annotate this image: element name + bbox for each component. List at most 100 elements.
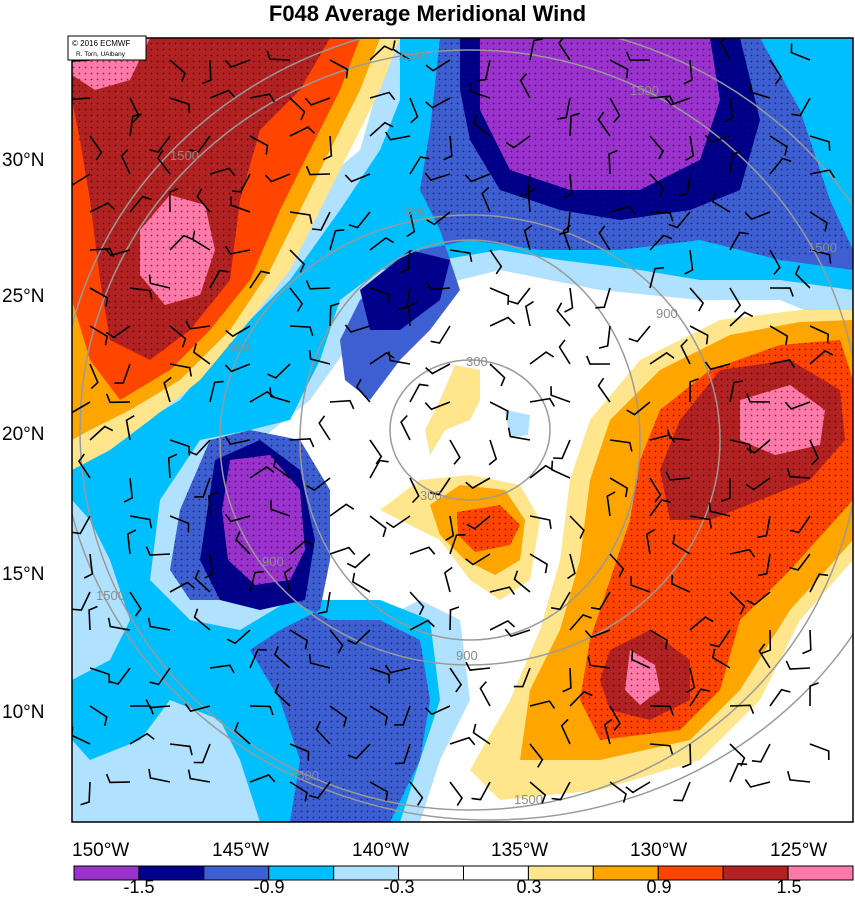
wind-barb <box>758 643 771 669</box>
wind-barb <box>289 126 316 137</box>
wind-barb <box>745 477 771 491</box>
wind-barb <box>729 151 742 175</box>
wind-barb <box>449 249 473 263</box>
wind-barb <box>209 89 236 99</box>
wind-barb <box>757 515 771 539</box>
wind-barb <box>729 380 744 403</box>
wind-barb <box>751 743 771 763</box>
wind-barb <box>194 477 211 498</box>
wind-barb <box>129 591 142 617</box>
wind-barb <box>430 325 451 344</box>
stipple-southwest <box>170 430 430 822</box>
wind-barb <box>769 157 792 175</box>
wind-barb <box>809 349 834 365</box>
wind-barb <box>744 211 771 221</box>
wind-barb <box>809 249 832 264</box>
contour-label: 300 <box>466 354 488 369</box>
wind-barb <box>678 173 691 197</box>
contour-label: 900 <box>228 340 250 355</box>
wind-barb <box>569 112 580 137</box>
wind-barb <box>558 211 571 235</box>
wind-barb <box>529 781 547 804</box>
map-title: F048 Average Meridional Wind <box>268 1 587 26</box>
wind-barb <box>609 59 629 79</box>
wind-barb <box>529 743 544 768</box>
wind-barb <box>529 553 548 574</box>
wind-barb <box>145 546 171 556</box>
wind-barb <box>626 401 651 416</box>
wind-barb <box>351 572 371 593</box>
wind-barb <box>409 619 435 631</box>
wind-barb <box>709 629 731 648</box>
lon-label: 130°W <box>630 840 687 861</box>
wind-barb <box>802 629 812 655</box>
wind-barb <box>507 427 531 441</box>
field-yellow-center-n <box>425 365 480 455</box>
lon-label: 135°W <box>491 840 548 861</box>
contour-label: 300 <box>420 488 442 503</box>
wind-barb <box>425 280 451 291</box>
wind-barb <box>513 570 531 593</box>
wind-barb <box>557 97 571 120</box>
lon-label: 150°W <box>72 840 129 861</box>
wind-barb <box>385 515 411 529</box>
wind-barb <box>508 287 531 305</box>
wind-field: 300 300 900 900 900 900 900 1500 1500 15… <box>72 38 853 822</box>
wind-barb <box>469 82 491 99</box>
geopotential-contours <box>72 38 853 821</box>
wind-barb <box>289 781 308 802</box>
wind-barb <box>744 779 771 788</box>
wind-barb <box>685 135 695 161</box>
wind-barb <box>683 59 693 85</box>
wind-barb <box>708 502 731 517</box>
wind-barb <box>476 59 491 82</box>
wind-barb <box>126 529 137 555</box>
wind-barb <box>449 667 463 693</box>
wind-barb <box>449 736 476 746</box>
wind-barb <box>209 664 235 674</box>
colorbar-swatch <box>787 865 854 881</box>
wind-barb <box>224 436 251 445</box>
contour-label: 900 <box>656 306 678 321</box>
wind-barb <box>269 387 291 403</box>
wind-barb <box>120 148 131 175</box>
wind-barb <box>315 720 331 745</box>
wind-barb <box>89 363 99 390</box>
wind-barb <box>529 515 552 530</box>
wind-barb <box>249 466 275 479</box>
wind-barb <box>784 401 811 410</box>
wind-barb <box>504 628 531 638</box>
wind-barb <box>704 134 731 144</box>
wind-barb <box>684 249 694 275</box>
wind-barb <box>289 629 308 650</box>
wind-barb <box>208 491 218 517</box>
wind-barb <box>305 280 331 290</box>
wind-barb <box>249 648 267 669</box>
wind-barb <box>202 59 212 85</box>
wind-barb <box>224 363 251 373</box>
wind-barb <box>355 378 371 403</box>
wind-barb <box>558 339 571 365</box>
wind-barb <box>344 324 371 333</box>
wind-barb <box>609 553 625 578</box>
wind-barb <box>226 629 251 645</box>
wind-barb <box>193 743 211 764</box>
wind-barb <box>465 477 491 489</box>
wind-barb <box>369 121 394 137</box>
wind-barb <box>564 287 574 313</box>
contour-label: 1500 <box>398 48 427 63</box>
wind-barb <box>729 704 755 715</box>
credit-line-2: R. Torn, UAlbany <box>76 51 126 58</box>
wind-barb <box>525 300 534 327</box>
wind-barb <box>689 287 705 312</box>
wind-barb <box>465 661 491 671</box>
wind-barb <box>369 236 394 251</box>
colorbar-tick-label: -0.9 <box>253 877 284 897</box>
wind-barb <box>89 425 114 441</box>
wind-barb <box>673 781 691 802</box>
wind-barb <box>769 249 781 275</box>
wind-barb <box>72 173 91 186</box>
wind-barb <box>429 477 451 496</box>
wind-barb <box>347 743 371 760</box>
wind-barb <box>289 325 314 336</box>
